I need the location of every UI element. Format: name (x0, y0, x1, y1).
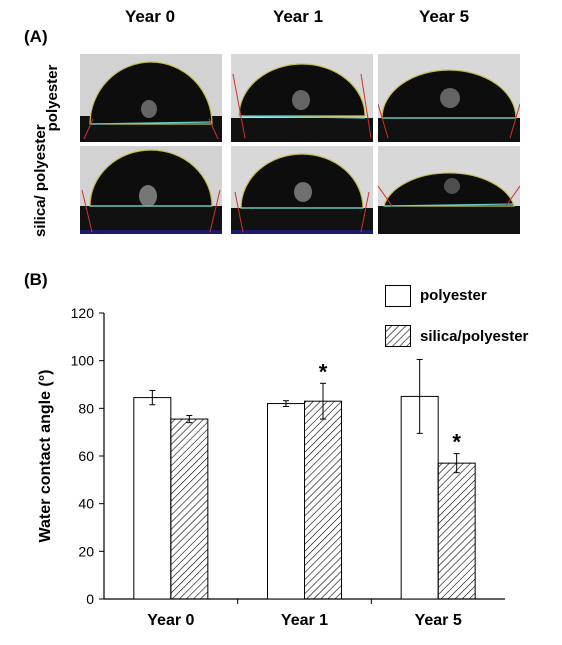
y-axis-title: Water contact angle (°) (37, 370, 54, 543)
x-tick-label: Year 0 (147, 612, 194, 629)
droplet-image-polyester-year-5 (378, 54, 520, 142)
y-tick-label: 100 (71, 353, 95, 369)
y-tick-label: 40 (78, 496, 94, 512)
y-tick-label: 20 (78, 543, 94, 559)
bar-polyester (267, 403, 305, 600)
panel-b-label: (B) (24, 270, 48, 289)
y-tick-label: 0 (86, 591, 94, 607)
column-header-year-0: Year 0 (124, 7, 176, 26)
y-tick-label: 60 (78, 448, 94, 464)
panel-a-label: (A) (24, 27, 48, 46)
droplet-image-silica-polyester-year-1 (231, 146, 373, 234)
droplet-image-silica-polyester-year-5 (378, 146, 520, 234)
column-header-year-5: Year 5 (418, 7, 470, 26)
x-tick-label: Year 1 (281, 612, 328, 629)
y-tick-label: 120 (71, 305, 95, 321)
legend-label-polyester: polyester (420, 287, 487, 304)
droplet-image-polyester-year-1 (231, 54, 373, 142)
bar-polyester (133, 397, 172, 600)
bar-silica-polyester (437, 462, 476, 600)
legend-label-silica-polyester: silica/polyester (420, 328, 529, 345)
significance-asterisk: * (452, 430, 461, 455)
significance-asterisk: * (319, 359, 328, 384)
legend-swatch-silica-polyester (385, 325, 411, 347)
x-tick-label: Year 5 (415, 612, 462, 629)
droplet-image-polyester-year-0 (80, 54, 222, 142)
bar-silica-polyester (170, 418, 209, 600)
bar-silica-polyester (304, 400, 342, 600)
droplet-image-silica-polyester-year-0 (80, 146, 222, 234)
column-header-year-1: Year 1 (272, 7, 324, 26)
y-tick-label: 80 (78, 400, 94, 416)
legend-swatch-polyester (385, 285, 411, 307)
